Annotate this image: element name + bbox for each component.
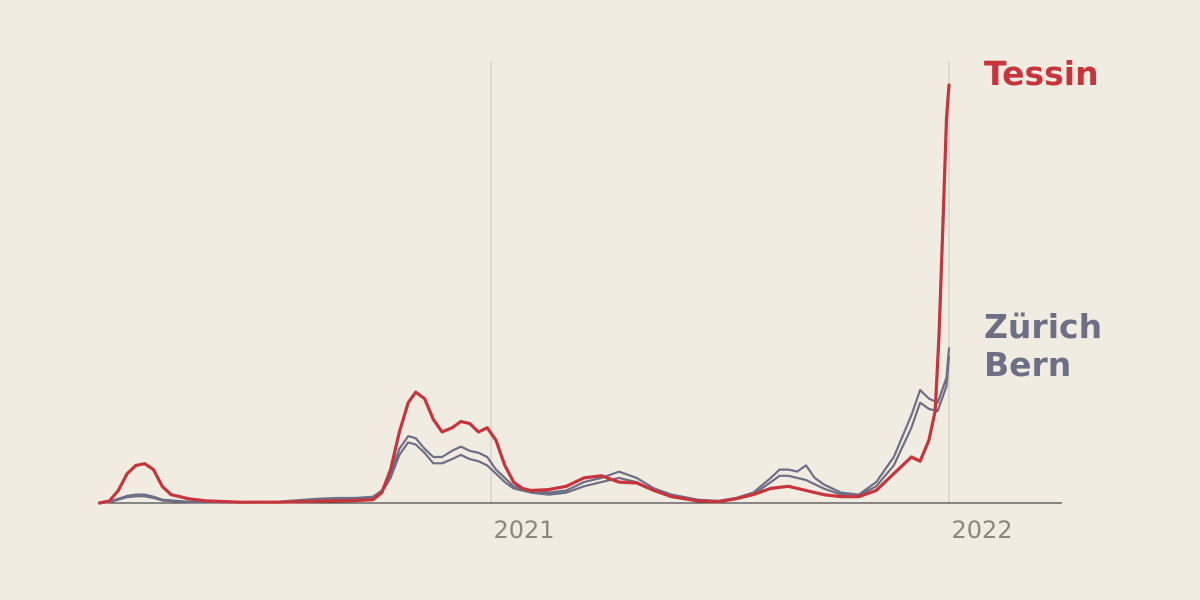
x-tick-label-2021: 2021 — [493, 516, 554, 544]
series-line-zrich — [98, 347, 951, 505]
grid — [490, 62, 950, 503]
series-label-bern: Bern — [984, 345, 1071, 384]
series-lines — [97, 83, 951, 505]
series-line-bern — [98, 355, 951, 505]
series-label-zrich: Zürich — [984, 307, 1102, 346]
x-ticks: 2021 2022 — [493, 516, 1012, 544]
x-tick-label-2022: 2022 — [951, 516, 1012, 544]
series-label-tessin: Tessin — [984, 54, 1099, 93]
series-line-tessin — [97, 83, 951, 505]
